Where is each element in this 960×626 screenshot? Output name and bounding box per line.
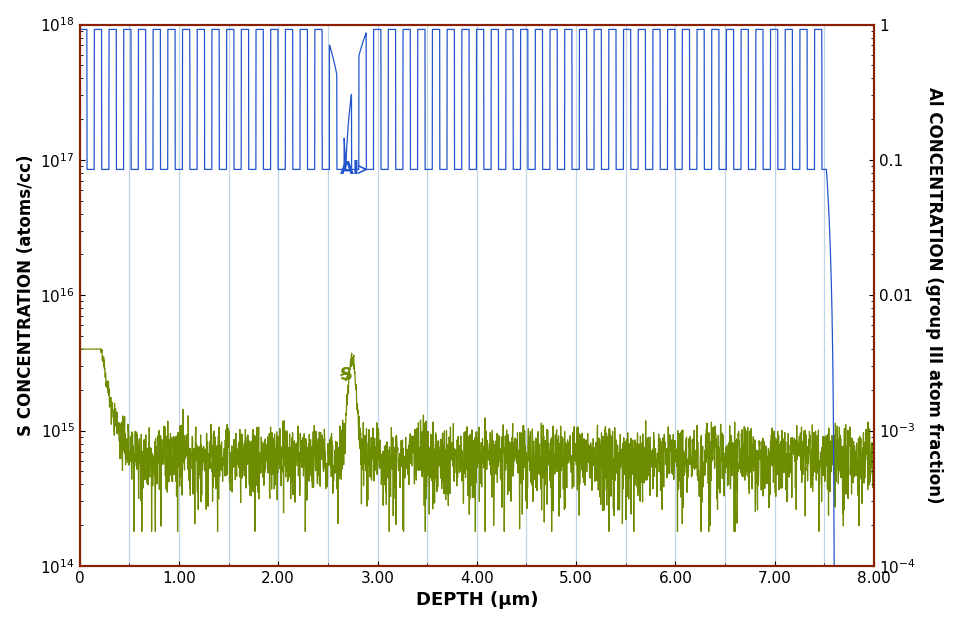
Text: S: S	[340, 366, 352, 384]
X-axis label: DEPTH (μm): DEPTH (μm)	[416, 592, 538, 609]
Y-axis label: Al CONCENTRATION (group III atom fraction): Al CONCENTRATION (group III atom fractio…	[925, 87, 944, 503]
Y-axis label: S CONCENTRATION (atoms/cc): S CONCENTRATION (atoms/cc)	[16, 155, 35, 436]
Text: Al: Al	[340, 160, 366, 178]
